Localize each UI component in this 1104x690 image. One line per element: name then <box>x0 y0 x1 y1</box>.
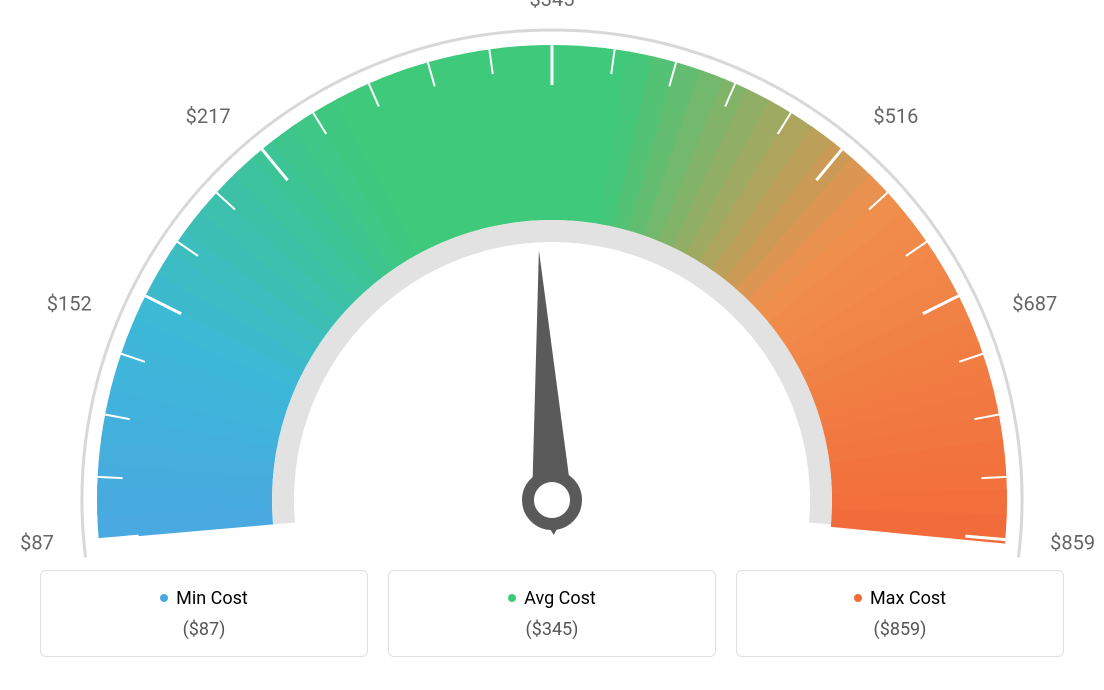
legend-value-min: ($87) <box>61 619 347 640</box>
legend-label-max: Max Cost <box>854 588 946 609</box>
legend-label-avg: Avg Cost <box>508 588 596 609</box>
svg-text:$217: $217 <box>186 104 231 128</box>
dot-icon <box>160 594 168 602</box>
svg-text:$516: $516 <box>873 104 918 128</box>
legend-card-avg: Avg Cost ($345) <box>388 570 716 657</box>
dot-icon <box>508 594 516 602</box>
legend-label-text: Max Cost <box>870 588 946 609</box>
svg-text:$87: $87 <box>20 531 54 555</box>
svg-text:$859: $859 <box>1050 531 1095 555</box>
svg-text:$345: $345 <box>530 0 575 11</box>
legend-card-min: Min Cost ($87) <box>40 570 368 657</box>
legend-value-max: ($859) <box>757 619 1043 640</box>
gauge-svg: $87 $152 $217 $345 $516 $687 $859 <box>0 0 1104 560</box>
gauge-chart: $87 $152 $217 $345 $516 $687 $859 <box>0 0 1104 560</box>
legend-label-min: Min Cost <box>160 588 248 609</box>
svg-text:$687: $687 <box>1012 292 1057 316</box>
legend-label-text: Min Cost <box>176 588 248 609</box>
svg-text:$152: $152 <box>47 292 92 316</box>
legend-value-avg: ($345) <box>409 619 695 640</box>
dot-icon <box>854 594 862 602</box>
legend-label-text: Avg Cost <box>524 588 596 609</box>
legend-card-max: Max Cost ($859) <box>736 570 1064 657</box>
legend-row: Min Cost ($87) Avg Cost ($345) Max Cost … <box>0 570 1104 657</box>
